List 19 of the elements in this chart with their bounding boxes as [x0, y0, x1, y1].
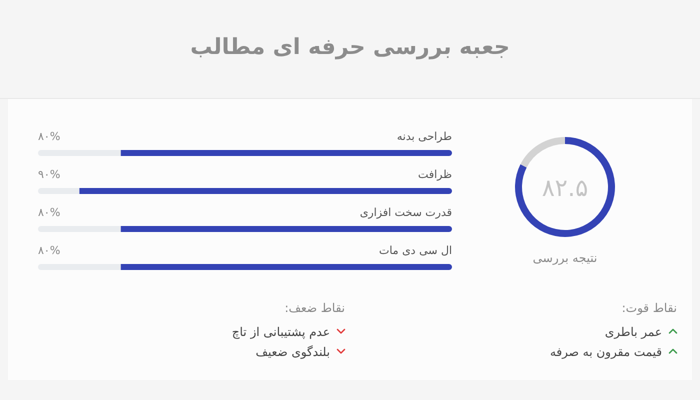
text: بلندگوی ضعیف: [256, 345, 330, 359]
donut-slice: [515, 137, 615, 237]
text: نقاط قوت:: [622, 301, 677, 315]
data-label: ۸۰%: [38, 206, 60, 219]
y-tick-label: ظرافت: [418, 168, 452, 181]
text: نتیجه بررسی: [532, 251, 598, 265]
text: عدم پشتیبانی از تاچ: [232, 325, 330, 339]
data-label: ۸۰%: [38, 244, 60, 257]
data-label: ۸۰%: [38, 130, 60, 143]
chart-title: جعبه بررسی حرفه ای مطالب: [190, 35, 510, 60]
text: عمر باطری: [604, 325, 662, 339]
data-label: ۸۲.۵: [542, 174, 588, 202]
y-tick-label: ال سی دی مات: [378, 244, 452, 257]
text: نقاط ضعف:: [284, 301, 345, 315]
data-label: ۹۰%: [38, 168, 60, 181]
y-tick-label: طراحی بدنه: [396, 130, 452, 143]
text: قیمت مقرون به صرفه: [550, 345, 662, 359]
y-tick-label: قدرت سخت افزاری: [360, 206, 452, 219]
donut-slice: [520, 137, 565, 168]
